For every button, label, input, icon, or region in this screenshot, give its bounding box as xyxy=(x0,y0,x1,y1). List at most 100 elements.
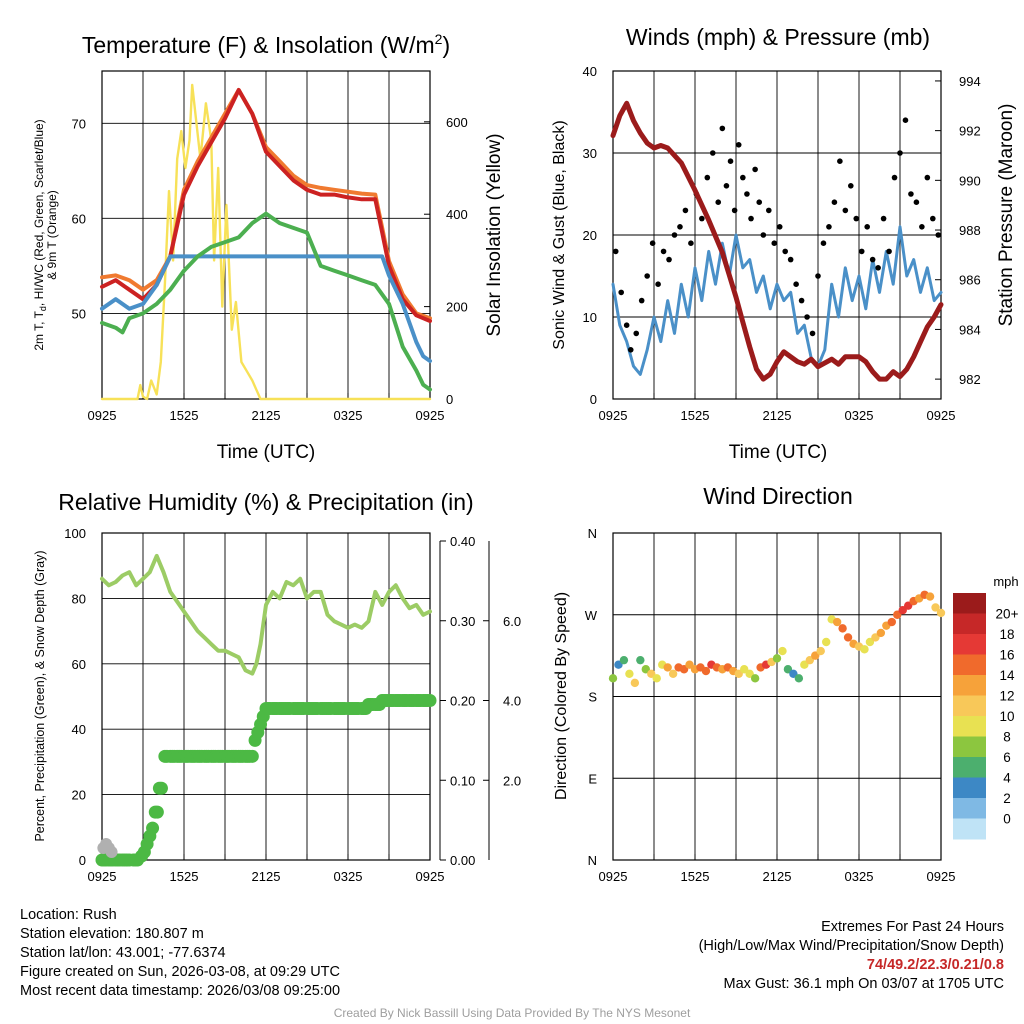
gust-point xyxy=(930,215,936,222)
gust-point xyxy=(623,322,630,329)
gust-point xyxy=(748,215,754,222)
title-end: ) xyxy=(442,32,450,58)
y-tick-label: 50 xyxy=(72,306,86,321)
gust-point xyxy=(886,248,892,255)
gust-point xyxy=(756,199,763,205)
x-tick-label: 2125 xyxy=(252,869,281,884)
direction-point xyxy=(750,674,760,683)
extremes-values: 74/49.2/22.3/0.21/0.8 xyxy=(866,957,1004,973)
gust-point xyxy=(842,207,849,214)
y-tick-label: E xyxy=(588,771,597,786)
y-right-tick-label: 982 xyxy=(959,372,981,387)
gust-point xyxy=(612,248,619,255)
gust-point xyxy=(699,215,705,222)
snow-axis-label: 4.0 xyxy=(503,694,521,709)
gust-point xyxy=(671,232,678,238)
y-tick-label: S xyxy=(588,690,597,705)
gust-point xyxy=(709,150,716,156)
precip-axis-label: 0.30 xyxy=(450,614,475,629)
gust-point xyxy=(858,248,865,255)
gust-point xyxy=(902,117,909,123)
created-text: Figure created on Sun, 2026-03-08, at 09… xyxy=(20,964,340,980)
y-label-rest: , HI/WC (Red, Green, Scarlet/Blue) xyxy=(32,119,46,306)
y-right-axis-label: Solar Insolation (Yellow) xyxy=(484,133,505,336)
direction-point xyxy=(663,663,672,672)
gust-point xyxy=(815,273,821,279)
gust-point xyxy=(837,158,843,164)
colorbar-swatch xyxy=(953,716,986,737)
gust-point xyxy=(809,330,816,337)
x-tick-label: 1525 xyxy=(170,869,199,884)
colorbar-label: 10 xyxy=(999,709,1014,724)
gust-point xyxy=(677,224,683,230)
gust-point xyxy=(891,174,898,181)
gust-point xyxy=(798,297,805,304)
x-axis-label: Time (UTC) xyxy=(729,442,828,463)
x-tick-label: 0925 xyxy=(88,869,117,884)
gust-point xyxy=(644,273,650,279)
gust-point xyxy=(715,199,722,205)
direction-point xyxy=(816,646,825,656)
x-tick-label: 1525 xyxy=(681,408,710,423)
colorbar-label: 12 xyxy=(999,689,1014,704)
extremes-info: Extremes For Past 24 Hours (High/Low/Max… xyxy=(699,918,1004,994)
precip-axis-label: 0.40 xyxy=(450,534,475,549)
gust-point xyxy=(760,232,767,238)
colorbar-swatch xyxy=(953,736,986,758)
x-tick-label: 1525 xyxy=(170,408,199,423)
gust-point xyxy=(820,240,827,246)
x-tick-label: 0925 xyxy=(599,408,628,423)
elevation-text: Station elevation: 180.807 m xyxy=(20,926,204,942)
y-tick-label: 70 xyxy=(72,116,86,131)
gust-point xyxy=(908,191,914,197)
x-tick-label: 0925 xyxy=(599,869,628,884)
x-tick-label: 2125 xyxy=(763,408,792,423)
gust-point xyxy=(666,256,672,263)
panel-temperature: 0925 1525 2125 0325 0925 50 60 70 0 200 400 600 Temp… xyxy=(32,31,505,463)
x-tick-label: 0925 xyxy=(927,408,956,423)
y-right-tick-label: 200 xyxy=(446,300,468,315)
gust-point xyxy=(875,265,881,271)
precip-marker xyxy=(146,821,160,835)
y-axis-label: Percent, Precipitation (Green), & Snow D… xyxy=(33,550,47,841)
colorbar-swatch xyxy=(953,818,986,840)
latlon-text: Station lat/lon: 43.001; -77.6374 xyxy=(20,945,226,961)
gust-point xyxy=(853,215,860,222)
x-tick-label: 0925 xyxy=(927,869,956,884)
direction-point xyxy=(608,674,618,683)
series-line-wc xyxy=(100,254,432,363)
colorbar-swatch xyxy=(953,777,986,799)
direction-point xyxy=(625,669,634,678)
colorbar-swatch xyxy=(953,695,986,717)
colorbar-swatch xyxy=(953,675,986,696)
direction-point xyxy=(772,654,782,663)
y-right-tick-label: 988 xyxy=(959,223,981,238)
precip-axis-label: 0.00 xyxy=(450,853,475,868)
direction-point xyxy=(860,645,869,654)
snow-axis-label: 6.0 xyxy=(503,614,521,629)
panel-humidity: 0925 1525 2125 0325 09250204060801000.000.10… xyxy=(33,489,521,884)
colorbar-swatch xyxy=(953,634,986,655)
y-right-axis-label: Station Pressure (Maroon) xyxy=(996,104,1017,327)
y-tick-label: 0 xyxy=(79,853,86,868)
precip-marker xyxy=(154,781,168,795)
title-superscript: 2 xyxy=(435,31,443,47)
y-right-tick-label: 986 xyxy=(959,273,981,288)
gust-point xyxy=(826,224,832,230)
x-tick-label: 0925 xyxy=(416,869,445,884)
gust-point xyxy=(723,183,730,189)
y-tick-label: N xyxy=(588,526,597,541)
gust-point xyxy=(735,142,742,148)
gust-point xyxy=(793,281,799,288)
gust-point xyxy=(787,256,794,263)
gust-point xyxy=(740,174,746,181)
colorbar-label: 16 xyxy=(999,648,1014,663)
gust-point xyxy=(649,240,656,246)
colorbar-label: 4 xyxy=(1003,771,1011,786)
gust-point xyxy=(776,224,783,230)
y-right-tick-label: 400 xyxy=(446,207,468,222)
gust-point xyxy=(731,207,738,214)
colorbar-swatch xyxy=(953,798,986,819)
gust-point xyxy=(766,207,772,214)
series-line-station-pressure xyxy=(610,100,944,382)
